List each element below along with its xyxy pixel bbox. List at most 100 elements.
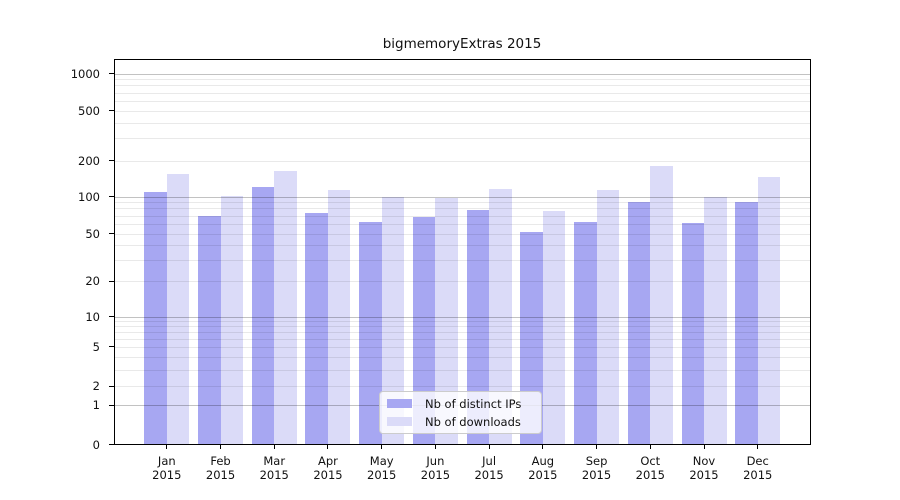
x-tick-label: May 2015	[367, 454, 396, 482]
bar-downloads-dec	[757, 177, 781, 445]
x-tick-year: 2015	[205, 468, 236, 482]
x-tick-month: Apr	[318, 454, 338, 468]
y-tick-label: 1	[92, 398, 100, 412]
x-tick-mark	[434, 445, 436, 449]
minor-gridline	[113, 160, 811, 162]
x-tick-month: Jul	[482, 454, 497, 468]
x-tick-mark	[488, 445, 490, 449]
x-tick-month: Dec	[746, 454, 769, 468]
bar-distinct-ips-may	[359, 222, 382, 445]
legend-item-downloads: Nb of downloads	[380, 414, 541, 429]
x-tick-label: Feb 2015	[206, 454, 235, 482]
x-tick-year: 2015	[528, 468, 558, 482]
x-tick-mark	[649, 445, 651, 449]
y-tick-mark	[109, 233, 114, 234]
bar-distinct-ips-oct	[627, 201, 651, 445]
legend-label-distinct-ips: Nb of distinct IPs	[425, 396, 522, 411]
x-tick-label: Oct 2015	[636, 454, 665, 482]
x-tick-year: 2015	[259, 468, 289, 482]
y-tick-mark	[109, 316, 114, 317]
bar-distinct-ips-jul	[466, 209, 490, 445]
x-tick-label: Sep 2015	[582, 454, 611, 482]
legend-label-downloads: Nb of downloads	[425, 414, 521, 429]
x-tick-month: Oct	[640, 454, 661, 468]
x-tick-month: May	[369, 454, 394, 468]
legend-swatch-distinct-ips	[387, 398, 412, 409]
x-tick-month: Jun	[426, 454, 445, 468]
y-tick-label: 500	[78, 103, 100, 118]
bar-downloads-oct	[650, 165, 673, 445]
y-tick-mark	[109, 385, 114, 387]
x-tick-month: Aug	[531, 454, 555, 468]
y-tick-mark	[109, 73, 114, 74]
plot-area	[113, 59, 811, 445]
x-tick-mark	[757, 445, 759, 449]
x-tick-label: Dec 2015	[743, 454, 772, 482]
chart-title: bigmemoryExtras 2015	[382, 36, 542, 52]
minor-gridline	[113, 100, 811, 102]
bar-distinct-ips-jun	[412, 217, 436, 445]
x-tick-label: Jan 2015	[152, 454, 181, 482]
x-tick-mark	[381, 445, 383, 449]
x-tick-year: 2015	[743, 468, 773, 482]
y-tick-label: 1000	[70, 66, 100, 81]
x-tick-month: Mar	[263, 454, 286, 468]
y-tick-mark	[109, 160, 114, 161]
bar-distinct-ips-feb	[198, 215, 221, 445]
x-tick-month: Jan	[157, 454, 176, 468]
x-tick-label: Mar 2015	[260, 454, 289, 482]
minor-gridline	[113, 85, 811, 87]
bar-downloads-feb	[220, 196, 244, 445]
bar-distinct-ips-sep	[574, 222, 597, 445]
bar-downloads-aug	[542, 210, 566, 445]
bar-distinct-ips-apr	[305, 213, 328, 445]
y-tick-mark	[109, 280, 114, 282]
bar-distinct-ips-jan	[144, 191, 167, 445]
y-tick-mark	[109, 196, 114, 197]
y-tick-label: 200	[78, 153, 100, 168]
x-tick-year: 2015	[635, 468, 665, 482]
x-tick-mark	[703, 445, 705, 449]
x-tick-mark	[273, 445, 275, 449]
minor-gridline	[113, 110, 811, 112]
bar-downloads-mar	[274, 171, 297, 445]
x-tick-label: Nov 2015	[689, 454, 718, 482]
bar-downloads-sep	[596, 190, 620, 445]
bar-downloads-may	[381, 197, 405, 445]
y-tick-label: 50	[85, 226, 100, 241]
x-tick-year: 2015	[152, 468, 182, 482]
y-tick-mark	[109, 404, 114, 406]
minor-gridline	[113, 92, 811, 94]
minor-gridline	[113, 138, 811, 140]
y-tick-label: 0	[92, 437, 100, 452]
legend: Nb of distinct IPs Nb of downloads	[379, 391, 542, 434]
bar-downloads-jul	[489, 189, 512, 445]
bar-downloads-jan	[166, 173, 190, 445]
legend-item-distinct-ips: Nb of distinct IPs	[380, 396, 541, 411]
x-tick-year: 2015	[420, 468, 451, 482]
x-tick-month: Feb	[210, 454, 231, 468]
y-tick-label: 10	[85, 309, 100, 324]
y-tick-label: 2	[92, 379, 100, 393]
y-tick-mark	[109, 444, 114, 445]
x-tick-month: Sep	[585, 454, 608, 468]
x-tick-year: 2015	[367, 468, 397, 482]
legend-swatch-downloads	[387, 416, 412, 427]
bar-distinct-ips-dec	[735, 202, 758, 445]
bar-downloads-apr	[327, 190, 351, 445]
x-tick-label: Aug 2015	[528, 454, 557, 482]
y-tick-mark	[109, 346, 114, 347]
major-gridline	[113, 73, 811, 75]
bar-distinct-ips-nov	[681, 222, 704, 445]
x-tick-mark	[166, 445, 168, 449]
x-tick-year: 2015	[689, 468, 719, 482]
y-tick-label: 5	[92, 339, 100, 354]
minor-gridline	[113, 79, 811, 81]
x-tick-mark	[220, 445, 222, 449]
x-tick-mark	[596, 445, 598, 449]
x-tick-mark	[327, 445, 329, 449]
x-tick-mark	[542, 445, 544, 449]
bar-distinct-ips-mar	[251, 186, 275, 445]
bar-downloads-jun	[435, 198, 458, 445]
x-tick-label: Apr 2015	[313, 454, 342, 482]
